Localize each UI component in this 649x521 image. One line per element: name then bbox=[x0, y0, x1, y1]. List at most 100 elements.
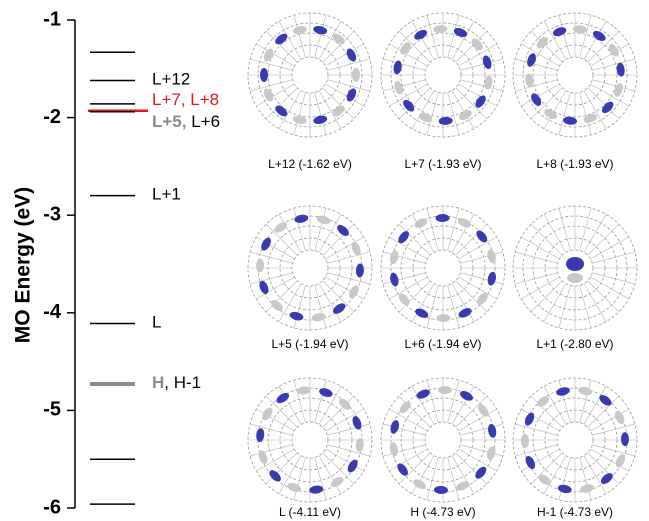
orbital-image bbox=[381, 206, 505, 330]
orbital-lobe bbox=[535, 394, 551, 409]
molecule-bond bbox=[327, 424, 370, 435]
molecule-bond bbox=[327, 252, 370, 263]
orbital-lobe bbox=[474, 229, 489, 245]
orbital-lobe bbox=[436, 314, 450, 322]
orbital-lobe bbox=[486, 271, 497, 286]
molecule-bond bbox=[448, 92, 459, 135]
molecule-bond bbox=[383, 445, 426, 456]
orbital-lobe bbox=[260, 406, 274, 422]
orbital-lobe bbox=[578, 386, 593, 397]
orbital-lobe bbox=[313, 25, 328, 36]
molecule-bond bbox=[460, 80, 503, 91]
molecule-ring bbox=[557, 422, 593, 458]
molecule-bond bbox=[580, 15, 591, 58]
orbital-lobe bbox=[356, 263, 365, 277]
molecule-bond bbox=[427, 15, 438, 58]
molecule-bond bbox=[383, 80, 426, 91]
level-label-part: L+6 bbox=[187, 112, 221, 131]
molecule-bond bbox=[531, 224, 562, 255]
orbital-caption: L+8 (-1.93 eV) bbox=[536, 157, 613, 171]
molecule-bond bbox=[294, 457, 305, 500]
molecule-bond bbox=[327, 80, 370, 91]
y-tick-label: -6 bbox=[43, 496, 61, 518]
molecule-bond bbox=[521, 237, 559, 259]
orbital-lobe bbox=[438, 117, 452, 126]
molecule-ring bbox=[425, 57, 461, 93]
orbital-lobe bbox=[555, 386, 571, 397]
molecule-bond bbox=[559, 380, 570, 423]
molecule-bond bbox=[250, 273, 293, 284]
orbital-image bbox=[381, 378, 505, 502]
molecule-bond bbox=[427, 208, 438, 251]
level-label-part: L+1 bbox=[152, 185, 181, 204]
orbital-lobe bbox=[289, 310, 305, 321]
orbital-lobe bbox=[470, 36, 485, 52]
orbital-lobe bbox=[579, 483, 595, 494]
orbital-lobe bbox=[267, 468, 283, 483]
orbital-lobe bbox=[434, 486, 448, 495]
level-label: L+1 bbox=[152, 185, 181, 204]
orbital-lobe bbox=[438, 386, 452, 395]
orbital-caption: H-1 (-4.73 eV) bbox=[537, 505, 613, 519]
orbital-caption: L (-4.11 eV) bbox=[279, 505, 341, 519]
molecule-bond bbox=[327, 273, 370, 284]
level-label: L+7, L+8 bbox=[152, 90, 219, 109]
molecule-bond bbox=[592, 273, 635, 284]
molecule-bond bbox=[327, 59, 370, 70]
molecule-bond bbox=[294, 285, 305, 328]
molecule-bond bbox=[559, 208, 570, 251]
orbital-image bbox=[248, 206, 372, 330]
level-label-part: H bbox=[152, 374, 164, 393]
orbital-caption: L+12 (-1.62 eV) bbox=[268, 157, 352, 171]
orbital-lobe bbox=[481, 54, 493, 70]
level-label: L+5, L+6 bbox=[152, 112, 220, 131]
orbital-lobe bbox=[331, 32, 347, 47]
figure: MO Energy (eV) -1-2-3-4-5-6L+12L+7, L+8L… bbox=[0, 0, 649, 521]
orbital-lobe bbox=[613, 409, 626, 425]
level-label-part: L+12 bbox=[152, 70, 190, 89]
orbital-lobe bbox=[537, 472, 553, 487]
molecule-bond bbox=[250, 80, 293, 91]
orbital-caption: L+5 (-1.94 eV) bbox=[271, 337, 348, 351]
orbital-lobe bbox=[436, 214, 450, 222]
orbital-lobe bbox=[260, 68, 268, 82]
orbital-lobe bbox=[523, 411, 536, 427]
y-tick-label: -5 bbox=[43, 399, 61, 421]
molecule-bond bbox=[323, 396, 354, 427]
molecule-bond bbox=[460, 445, 503, 456]
molecule-bond bbox=[427, 92, 438, 135]
molecule-bond bbox=[515, 59, 558, 70]
molecule-bond bbox=[448, 380, 459, 423]
y-tick-label: -2 bbox=[43, 106, 61, 128]
molecule-bond bbox=[294, 92, 305, 135]
molecule-bond bbox=[592, 80, 635, 91]
orbital-lobe bbox=[337, 396, 353, 411]
molecule-bond bbox=[580, 457, 591, 500]
y-tick-label: -3 bbox=[43, 203, 61, 225]
molecule-bond bbox=[580, 208, 591, 251]
molecule-bond bbox=[515, 424, 558, 435]
molecule-bond bbox=[250, 252, 293, 263]
orbital-lobe bbox=[313, 114, 328, 125]
y-tick-label: -1 bbox=[43, 8, 61, 30]
orbital-lobe bbox=[597, 393, 613, 408]
orbital-image bbox=[248, 378, 372, 502]
molecule-bond bbox=[427, 380, 438, 423]
molecule-bond bbox=[592, 445, 635, 456]
orbital-lobe bbox=[389, 272, 400, 287]
orbital-lobe bbox=[292, 114, 307, 125]
molecule-bond bbox=[383, 59, 426, 70]
orbital-lobe bbox=[292, 25, 307, 36]
level-label-part: , H-1 bbox=[164, 374, 201, 393]
molecule-bond bbox=[315, 15, 326, 58]
molecule-bond bbox=[460, 59, 503, 70]
orbital-lobe bbox=[316, 214, 332, 225]
molecule-bond bbox=[515, 273, 558, 284]
molecule-bond bbox=[580, 380, 591, 423]
orbital-lobe bbox=[389, 419, 400, 435]
molecule-bond bbox=[266, 453, 297, 484]
molecule-bond bbox=[448, 208, 459, 251]
orbital-image bbox=[513, 378, 637, 502]
molecule-bond bbox=[427, 285, 438, 328]
level-label: H, H-1 bbox=[152, 374, 201, 393]
